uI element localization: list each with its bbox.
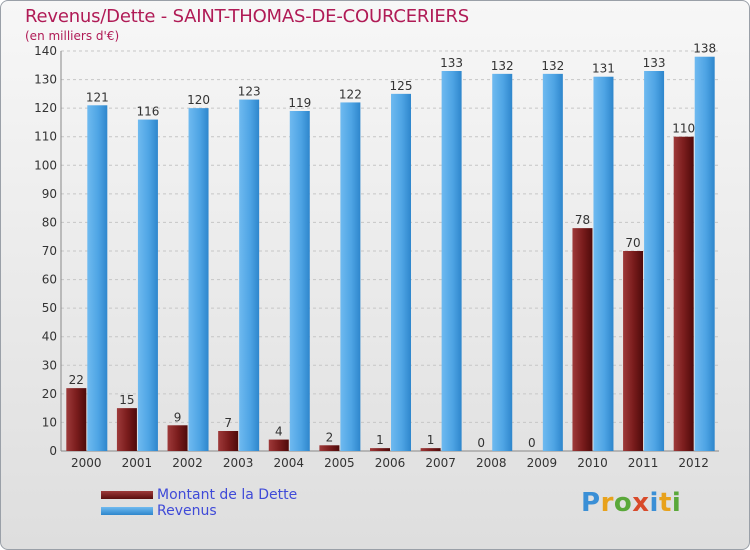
bar-debt-2003: [218, 431, 239, 451]
y-tick-label: 130: [34, 73, 57, 87]
data-label-revenus-2002: 120: [187, 93, 210, 107]
bar-revenus-2012: [694, 56, 715, 451]
legend-label-revenus: Revenus: [157, 503, 217, 519]
data-label-revenus-2011: 133: [643, 56, 666, 70]
y-tick-label: 80: [42, 215, 57, 229]
y-tick-label: 120: [34, 101, 57, 115]
bar-debt-2000: [66, 388, 87, 451]
proxiti-logo: Proxiti: [581, 488, 682, 518]
x-tick-label-2007: 2007: [425, 456, 456, 470]
data-label-revenus-2012: 138: [693, 42, 716, 56]
bars-layer: [66, 56, 715, 452]
data-label-debt-2008: 0: [477, 436, 485, 450]
bar-debt-2007: [420, 448, 441, 451]
data-label-debt-2012: 110: [672, 122, 695, 136]
bar-revenus-2002: [188, 108, 209, 452]
bar-revenus-2011: [644, 71, 665, 451]
bar-revenus-2006: [391, 93, 411, 451]
y-tick-label: 0: [49, 444, 57, 458]
x-tick-label-2001: 2001: [122, 456, 153, 470]
bar-revenus-2005: [340, 102, 361, 451]
legend-label-dette: Montant de la Dette: [157, 487, 298, 503]
data-label-revenus-2001: 116: [136, 105, 159, 119]
x-tick-label-2008: 2008: [476, 456, 507, 470]
chart-subtitle: (en milliers d'€): [25, 29, 120, 43]
data-label-debt-2006: 1: [376, 433, 384, 447]
data-label-revenus-2009: 132: [541, 59, 564, 73]
data-label-debt-2004: 4: [275, 425, 283, 439]
bar-revenus-2007: [441, 71, 462, 451]
bar-revenus-2009: [542, 73, 563, 451]
bar-debt-2010: [572, 228, 593, 451]
x-tick-label-2011: 2011: [628, 456, 659, 470]
labels-layer: 0102030405060708090100110120130140221212…: [34, 42, 716, 470]
bar-revenus-2003: [239, 99, 260, 452]
x-tick-label-2006: 2006: [375, 456, 406, 470]
chart-title: Revenus/Dette - SAINT-THOMAS-DE-COURCERI…: [25, 6, 470, 27]
x-tick-label-2010: 2010: [577, 456, 608, 470]
x-tick-label-2000: 2000: [71, 456, 102, 470]
data-label-revenus-2005: 122: [339, 87, 362, 101]
x-tick-label-2004: 2004: [273, 456, 304, 470]
bar-debt-2006: [370, 448, 390, 451]
y-tick-label: 20: [42, 387, 57, 401]
data-label-revenus-2004: 119: [288, 96, 311, 110]
y-tick-label: 140: [34, 44, 57, 58]
bar-debt-2005: [319, 445, 340, 451]
data-label-debt-2009: 0: [528, 436, 536, 450]
grid-layer: [60, 50, 719, 452]
y-tick-label: 90: [42, 187, 57, 201]
y-tick-label: 40: [42, 330, 57, 344]
y-tick-label: 60: [42, 273, 57, 287]
data-label-debt-2011: 70: [625, 236, 640, 250]
data-label-revenus-2003: 123: [238, 85, 261, 99]
x-tick-label-2009: 2009: [527, 456, 558, 470]
bar-revenus-2010: [593, 76, 614, 451]
data-label-revenus-2010: 131: [592, 62, 615, 76]
y-tick-label: 10: [42, 415, 57, 429]
bar-debt-2002: [167, 425, 188, 451]
data-label-revenus-2006: 125: [390, 79, 413, 93]
bar-debt-2004: [268, 439, 289, 451]
bar-debt-2001: [116, 408, 137, 451]
bar-revenus-2001: [137, 119, 158, 452]
y-tick-label: 50: [42, 301, 57, 315]
data-label-debt-2005: 2: [326, 430, 334, 444]
bar-debt-2012: [673, 136, 694, 451]
bar-debt-2011: [623, 251, 644, 451]
data-label-revenus-2000: 121: [86, 90, 109, 104]
bar-revenus-2008: [492, 73, 513, 451]
data-label-debt-2001: 15: [119, 393, 134, 407]
x-tick-label-2002: 2002: [172, 456, 203, 470]
data-label-debt-2010: 78: [575, 213, 590, 227]
x-tick-label-2003: 2003: [223, 456, 254, 470]
data-label-debt-2002: 9: [174, 410, 182, 424]
y-tick-label: 100: [34, 158, 57, 172]
x-tick-label-2012: 2012: [678, 456, 709, 470]
y-tick-label: 110: [34, 130, 57, 144]
data-label-debt-2000: 22: [69, 373, 84, 387]
legend-swatch-revenus: [101, 507, 153, 515]
y-tick-label: 30: [42, 358, 57, 372]
bar-revenus-2000: [87, 105, 108, 452]
data-label-debt-2007: 1: [427, 433, 435, 447]
data-label-revenus-2007: 133: [440, 56, 463, 70]
data-label-debt-2003: 7: [224, 416, 232, 430]
data-label-revenus-2008: 132: [491, 59, 514, 73]
bar-revenus-2004: [289, 111, 310, 451]
legend-swatch-dette: [101, 491, 153, 499]
y-tick-label: 70: [42, 244, 57, 258]
x-tick-label-2005: 2005: [324, 456, 355, 470]
